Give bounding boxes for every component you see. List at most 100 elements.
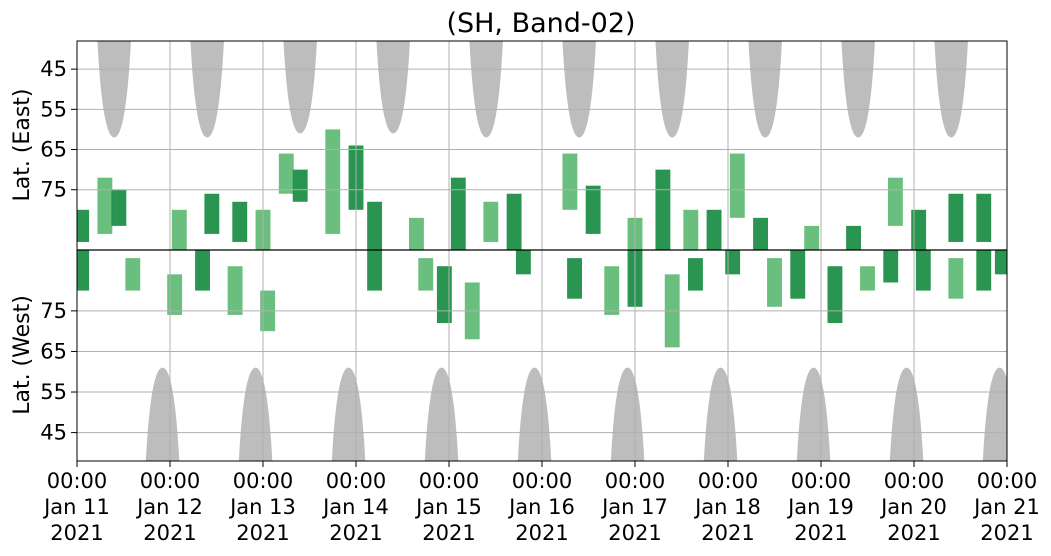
x-tick-label: 00:00: [977, 469, 1038, 493]
x-tick-label: Jan 20: [879, 495, 947, 519]
y-tick-label-east: 65: [40, 138, 67, 162]
activity-patch-west: [567, 258, 582, 299]
y-axis-label-west: Lat. (West): [10, 295, 35, 415]
x-tick-label: 00:00: [791, 469, 852, 493]
activity-patch-east: [97, 177, 113, 234]
activity-patch-east: [706, 209, 722, 250]
daylight-blob-west: [703, 367, 738, 461]
activity-patch-east: [506, 193, 522, 250]
x-tick-label: 2021: [50, 521, 103, 545]
daylight-blob-east: [283, 41, 317, 134]
x-tick-label: 2021: [980, 521, 1033, 545]
activity-patch-west: [418, 258, 434, 291]
x-tick-label: 00:00: [512, 469, 573, 493]
activity-patch-west: [167, 274, 183, 315]
activity-patch-west: [883, 250, 899, 283]
daylight-blob-west: [982, 367, 1007, 461]
x-tick-label: Jan 11: [42, 495, 110, 519]
activity-patch-west: [436, 266, 452, 324]
daylight-blob-east: [841, 41, 875, 138]
activity-patch-east: [948, 193, 964, 242]
y-tick-label-west: 75: [40, 299, 67, 323]
activity-patch-west: [767, 258, 782, 307]
x-tick-label: Jan 14: [321, 495, 389, 519]
activity-patch-west: [688, 258, 703, 291]
x-tick-label: 2021: [422, 521, 475, 545]
activity-patch-west: [860, 266, 875, 291]
activity-patch-east: [171, 209, 187, 250]
activity-patch-east: [367, 201, 383, 250]
activity-patch-west: [604, 266, 620, 315]
activity-patch-east: [655, 169, 671, 250]
x-tick-label: 2021: [143, 521, 196, 545]
activity-patch-east: [278, 153, 294, 194]
daylight-blob-east: [376, 41, 410, 134]
y-axis-label-east: Lat. (East): [10, 89, 35, 202]
activity-patch-east: [111, 189, 127, 226]
x-tick-label: Jan 12: [135, 495, 203, 519]
activity-patch-west: [994, 250, 1007, 275]
daylight-blob-west: [889, 367, 924, 461]
x-tick-label: Jan 15: [414, 495, 482, 519]
activity-patch-west: [976, 250, 992, 291]
x-tick-label: Jan 18: [693, 495, 761, 519]
activity-patch-east: [729, 153, 745, 218]
x-tick-label: 2021: [608, 521, 661, 545]
y-tick-label-west: 65: [40, 339, 67, 363]
x-tick-label: 2021: [515, 521, 568, 545]
x-tick-label: 00:00: [47, 469, 108, 493]
y-tick-label-east: 75: [40, 178, 67, 202]
daylight-blob-west: [331, 367, 366, 461]
x-tick-label: 00:00: [698, 469, 759, 493]
x-tick-label: 00:00: [233, 469, 294, 493]
daylight-blob-east: [469, 41, 503, 138]
activity-patch-east: [585, 185, 601, 234]
daylight-blob-east: [934, 41, 968, 138]
y-ticks-east: 45 55 65 75: [40, 57, 77, 202]
x-tick-label: 00:00: [140, 469, 201, 493]
activity-patch-east: [325, 129, 341, 234]
y-ticks-west: 75 65 55 45: [40, 299, 77, 445]
activity-patch-east: [911, 209, 927, 250]
daylight-blob-west: [145, 367, 180, 461]
activity-patch-west: [515, 250, 531, 275]
x-tick-label: 2021: [794, 521, 847, 545]
activity-patch-west: [915, 250, 931, 291]
grid-layer: [77, 41, 1007, 461]
activity-patch-east: [753, 217, 768, 250]
y-tick-label-east: 55: [40, 97, 67, 121]
activity-layer: [77, 129, 1007, 348]
activity-patch-east: [204, 193, 220, 234]
daylight-blob-east: [748, 41, 782, 138]
chart-title: (SH, Band-02): [446, 8, 635, 39]
x-tick-label: 2021: [887, 521, 940, 545]
x-tick-label: 00:00: [326, 469, 387, 493]
daylight-blob-west: [610, 367, 645, 461]
activity-patch-east: [409, 217, 424, 250]
activity-patch-west: [367, 250, 383, 291]
y-tick-label-west: 45: [40, 421, 67, 445]
activity-patch-east: [804, 225, 820, 250]
daylight-mask-layer: [97, 41, 1007, 461]
activity-patch-east: [683, 209, 699, 250]
activity-patch-west: [725, 250, 741, 275]
daylight-blob-west: [796, 367, 831, 461]
plot-area: [77, 41, 1007, 461]
x-tick-label: Jan 17: [600, 495, 668, 519]
activity-patch-west: [195, 250, 210, 291]
daylight-blob-east: [190, 41, 224, 138]
daylight-blob-west: [517, 367, 552, 461]
activity-patch-west: [827, 266, 843, 324]
x-tick-label: 00:00: [605, 469, 666, 493]
x-tick-label: 00:00: [419, 469, 480, 493]
daylight-blob-west: [424, 367, 459, 461]
activity-patch-west: [948, 258, 964, 299]
activity-patch-east: [562, 153, 578, 210]
daylight-blob-east: [562, 41, 596, 138]
activity-patch-east: [976, 193, 992, 242]
x-tick-label: 2021: [236, 521, 289, 545]
daylight-blob-east: [655, 41, 689, 138]
y-tick-label-west: 55: [40, 380, 67, 404]
activity-patch-east: [292, 169, 308, 202]
x-tick-label: Jan 21: [972, 495, 1040, 519]
